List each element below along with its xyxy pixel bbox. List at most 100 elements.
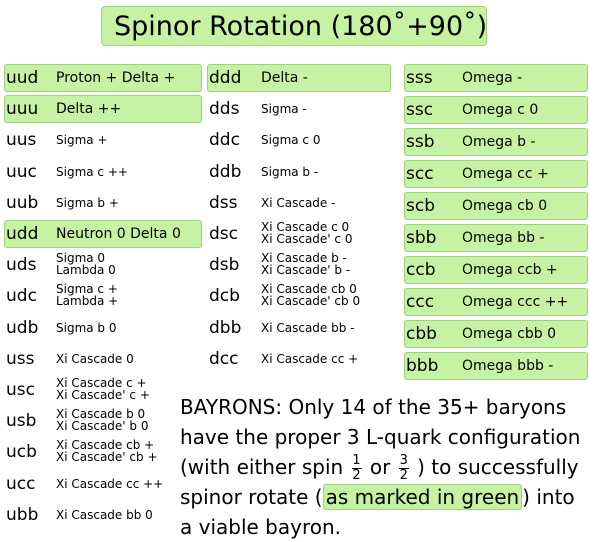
- frac-bar: [351, 468, 362, 469]
- particle-name: Omega b -: [462, 134, 536, 150]
- quark-code: udd: [6, 224, 39, 244]
- particle-name: Proton + Delta +: [56, 70, 176, 86]
- quark-code: sss: [406, 68, 433, 88]
- green-highlight-box: [404, 128, 588, 156]
- baryon-row-udd: udd Neutron 0 Delta 0: [6, 219, 200, 249]
- particle-name: Omega cb 0: [462, 198, 548, 214]
- particle-name: Sigma c +: [56, 282, 118, 297]
- green-highlight-box: [4, 220, 202, 248]
- quark-code: uus: [6, 130, 37, 151]
- quark-code: ssc: [406, 100, 434, 120]
- quark-code: dcc: [209, 348, 239, 369]
- green-highlight-box: [404, 256, 588, 284]
- green-highlight-box: [404, 96, 588, 124]
- particle-name: Xi Cascade' c +: [56, 388, 150, 402]
- quark-code: uss: [6, 348, 35, 369]
- page-title: Spinor Rotation (180˚+90˚): [101, 6, 487, 46]
- baryon-row-dss: dss Xi Cascade -: [209, 188, 389, 218]
- quark-code: sbb: [406, 228, 437, 248]
- frac-denominator: 2: [352, 468, 361, 483]
- particle-name: Sigma c 0: [261, 133, 321, 148]
- baryon-row-scc: scc Omega cc +: [406, 159, 586, 189]
- baryon-row-dcc: dcc Xi Cascade cc +: [209, 344, 389, 374]
- particle-name: Omega bbb -: [462, 358, 554, 374]
- particle-name: Xi Cascade 0: [56, 351, 134, 366]
- baryon-row-dcb: dcb Xi Cascade cb 0 Xi Cascade' cb 0: [209, 281, 389, 311]
- particle-name: Omega c 0: [462, 102, 539, 118]
- baryon-row-sss: sss Omega -: [406, 63, 586, 93]
- particle-name: Xi Cascade c 0: [261, 220, 350, 234]
- green-highlight-text: as marked in green: [322, 484, 523, 510]
- particle-name: Sigma -: [261, 102, 307, 117]
- quark-code: dds: [209, 99, 240, 120]
- baryon-row-ubb: ubb Xi Cascade bb 0: [6, 500, 200, 530]
- quark-code: ccb: [406, 260, 436, 280]
- spin-three-halves-fraction: 3 2: [398, 453, 409, 482]
- particle-name: Omega cc +: [462, 166, 549, 182]
- quark-code: ubb: [6, 504, 39, 525]
- baryon-row-ucc: ucc Xi Cascade cc ++: [6, 469, 200, 499]
- quark-code: ddd: [209, 68, 242, 88]
- quark-code: ucc: [6, 473, 36, 494]
- particle-name: Omega ccc ++: [462, 294, 569, 310]
- quark-code: dsc: [209, 224, 238, 244]
- frac-numerator: 1: [352, 453, 361, 468]
- quark-code: uub: [6, 192, 39, 213]
- baryon-row-ssb: ssb Omega b -: [406, 127, 586, 157]
- green-highlight-box: [404, 192, 588, 220]
- baryon-row-scb: scb Omega cb 0: [406, 191, 586, 221]
- green-highlight-box: [404, 320, 588, 348]
- particle-name: Xi Cascade' b -: [261, 263, 351, 278]
- particle-name: Sigma +: [56, 133, 108, 148]
- baryon-row-usb: usb Xi Cascade b 0 Xi Cascade' b 0: [6, 406, 200, 436]
- baryon-row-ssc: ssc Omega c 0: [406, 95, 586, 125]
- particle-name: Delta ++: [56, 101, 122, 118]
- baryon-row-ccc: ccc Omega ccc ++: [406, 287, 586, 317]
- baryon-row-dds: dds Sigma -: [209, 94, 389, 124]
- quark-code: scb: [406, 196, 435, 216]
- particle-name: Sigma 0: [56, 251, 106, 266]
- quark-code: uuu: [6, 99, 39, 120]
- baryon-row-ddb: ddb Sigma b -: [209, 157, 389, 187]
- baryon-row-uds: uds Sigma 0 Lambda 0: [6, 250, 200, 280]
- note-text-2: ) to successfully spinor rotate (: [180, 455, 579, 509]
- quark-code: ucb: [6, 442, 37, 463]
- quark-code: ssb: [406, 132, 435, 152]
- baryon-row-uud: uud Proton + Delta +: [6, 63, 200, 93]
- particle-name: Xi Cascade' cb 0: [261, 294, 361, 309]
- quark-code: uuc: [6, 161, 37, 182]
- baryon-row-uuc: uuc Sigma c ++: [6, 157, 200, 187]
- quark-code: cbb: [406, 324, 437, 344]
- baryon-row-ddc: ddc Sigma c 0: [209, 125, 389, 155]
- quark-code: usb: [6, 411, 37, 432]
- frac-numerator: 3: [399, 453, 408, 468]
- baryon-row-ucb: ucb Xi Cascade cb + Xi Cascade' cb +: [6, 437, 200, 467]
- particle-name: Xi Cascade cb 0: [261, 282, 357, 297]
- baryon-row-cbb: cbb Omega cbb 0: [406, 319, 586, 349]
- spin-half-fraction: 1 2: [351, 453, 362, 483]
- particle-name: Lambda +: [56, 294, 119, 309]
- baryon-row-dbb: dbb Xi Cascade bb -: [209, 313, 389, 343]
- particle-name: Xi Cascade bb 0: [56, 507, 153, 522]
- baryon-row-uss: uss Xi Cascade 0: [6, 344, 200, 374]
- particle-name: Omega bb -: [462, 230, 545, 246]
- particle-name: Sigma c ++: [56, 164, 128, 179]
- quark-code: uds: [6, 255, 37, 276]
- baryon-row-sbb: sbb Omega bb -: [406, 223, 586, 253]
- green-highlight-box: [207, 64, 391, 92]
- particle-name: Xi Cascade b -: [261, 251, 347, 266]
- green-highlight-box: [404, 288, 588, 316]
- baryon-row-ddd: ddd Delta -: [209, 63, 389, 93]
- baryon-row-ccb: ccb Omega ccb +: [406, 255, 586, 285]
- quark-code: dsb: [209, 255, 240, 276]
- quark-code: uud: [6, 68, 39, 88]
- particle-name: Xi Cascade b 0: [56, 407, 146, 422]
- particle-name: Sigma b +: [56, 195, 119, 210]
- particle-name: Xi Cascade' cb +: [56, 450, 158, 465]
- particle-name: Omega cbb 0: [462, 326, 557, 342]
- green-highlight-box: [404, 160, 588, 188]
- baryon-row-uuu: uuu Delta ++: [6, 94, 200, 124]
- particle-name: Omega ccb +: [462, 262, 558, 278]
- baryon-row-udc: udc Sigma c + Lambda +: [6, 281, 200, 311]
- quark-code: dbb: [209, 317, 242, 338]
